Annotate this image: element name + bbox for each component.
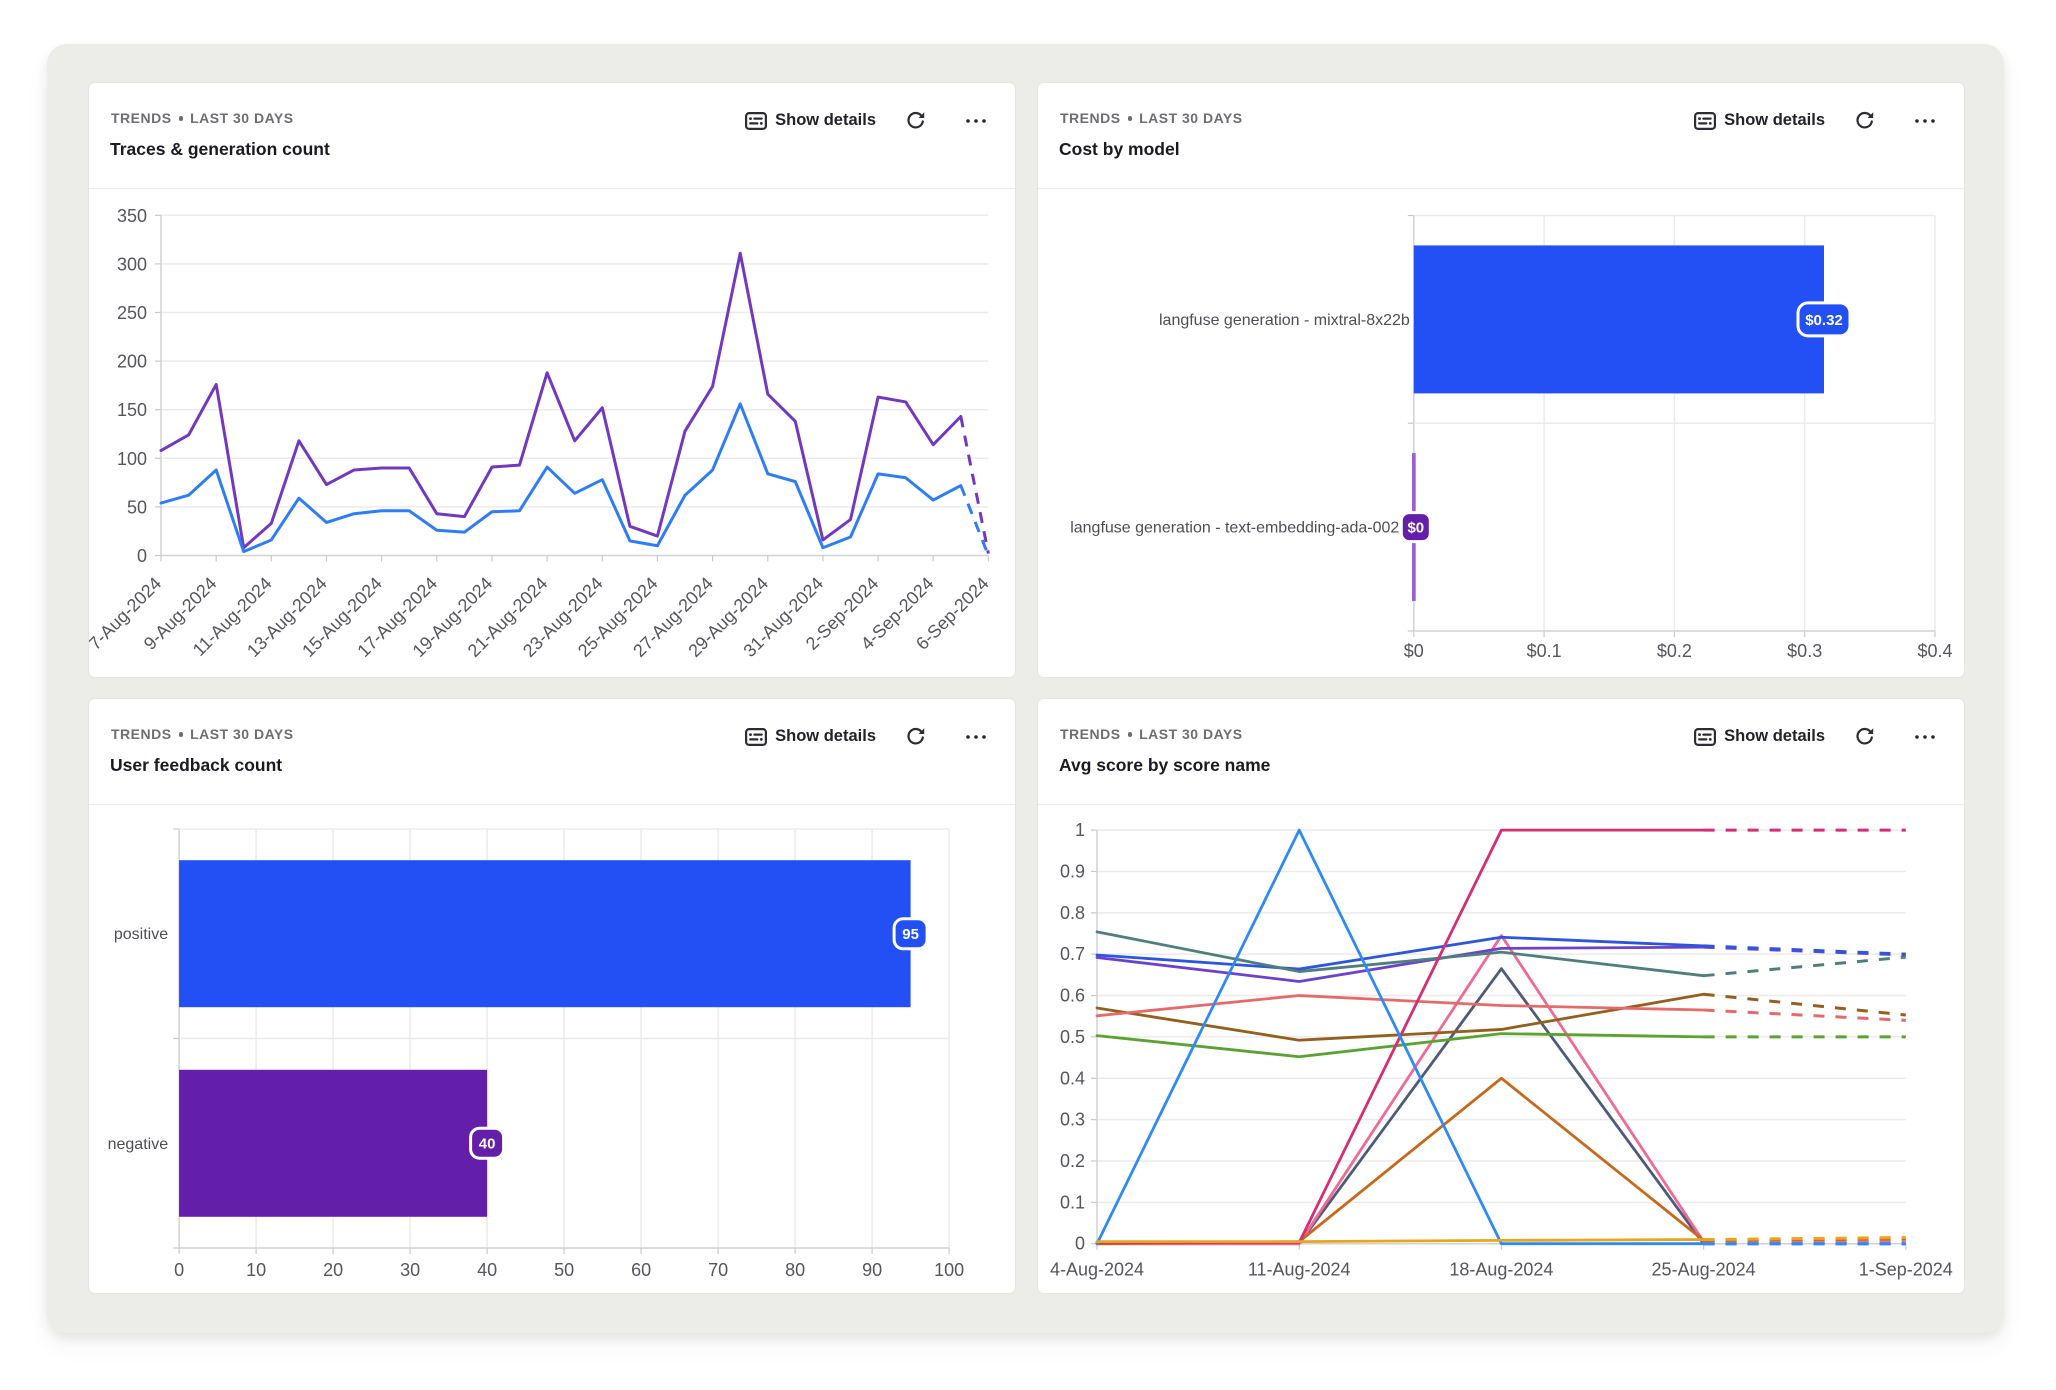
svg-text:0: 0 xyxy=(137,546,147,566)
svg-text:10: 10 xyxy=(246,1260,266,1280)
svg-text:1-Sep-2024: 1-Sep-2024 xyxy=(1859,1260,1953,1280)
svg-text:0.2: 0.2 xyxy=(1060,1151,1085,1171)
svg-text:0.5: 0.5 xyxy=(1060,1027,1085,1047)
svg-text:4-Aug-2024: 4-Aug-2024 xyxy=(1050,1260,1144,1280)
svg-text:18-Aug-2024: 18-Aug-2024 xyxy=(1449,1260,1553,1280)
svg-text:60: 60 xyxy=(631,1260,651,1280)
svg-text:$0.4: $0.4 xyxy=(1917,641,1952,661)
svg-text:50: 50 xyxy=(554,1260,574,1280)
svg-text:25-Aug-2024: 25-Aug-2024 xyxy=(1652,1260,1756,1280)
svg-text:350: 350 xyxy=(117,206,147,226)
svg-text:0.4: 0.4 xyxy=(1060,1068,1085,1088)
svg-text:0: 0 xyxy=(174,1260,184,1280)
svg-text:70: 70 xyxy=(708,1260,728,1280)
svg-text:300: 300 xyxy=(117,254,147,274)
svg-text:positive: positive xyxy=(114,926,168,943)
svg-text:langfuse generation - text-emb: langfuse generation - text-embedding-ada… xyxy=(1070,520,1399,537)
svg-text:50: 50 xyxy=(127,497,147,517)
svg-text:40: 40 xyxy=(477,1260,497,1280)
svg-text:0: 0 xyxy=(1075,1234,1085,1254)
svg-text:0.1: 0.1 xyxy=(1060,1192,1085,1212)
svg-text:langfuse generation - mixtral-: langfuse generation - mixtral-8x22b xyxy=(1159,312,1410,329)
svg-text:90: 90 xyxy=(862,1260,882,1280)
svg-text:$0.3: $0.3 xyxy=(1787,641,1822,661)
svg-text:250: 250 xyxy=(117,303,147,323)
svg-text:100: 100 xyxy=(117,449,147,469)
svg-text:0.9: 0.9 xyxy=(1060,861,1085,881)
svg-text:150: 150 xyxy=(117,400,147,420)
svg-text:100: 100 xyxy=(934,1260,964,1280)
svg-text:0.8: 0.8 xyxy=(1060,903,1085,923)
svg-text:$0.1: $0.1 xyxy=(1527,641,1562,661)
svg-text:0.7: 0.7 xyxy=(1060,944,1085,964)
svg-text:40: 40 xyxy=(479,1136,496,1153)
svg-text:11-Aug-2024: 11-Aug-2024 xyxy=(1248,1260,1351,1280)
svg-text:$0.2: $0.2 xyxy=(1657,641,1692,661)
svg-text:$0: $0 xyxy=(1407,520,1424,537)
svg-text:200: 200 xyxy=(117,352,147,372)
svg-text:30: 30 xyxy=(400,1260,420,1280)
svg-text:$0.32: $0.32 xyxy=(1805,312,1843,329)
svg-text:0.3: 0.3 xyxy=(1060,1110,1085,1130)
svg-text:80: 80 xyxy=(785,1260,805,1280)
svg-text:1: 1 xyxy=(1075,820,1085,840)
svg-text:$0: $0 xyxy=(1404,641,1424,661)
svg-text:0.6: 0.6 xyxy=(1060,986,1085,1006)
svg-text:negative: negative xyxy=(108,1136,169,1153)
svg-text:20: 20 xyxy=(323,1260,343,1280)
svg-text:95: 95 xyxy=(902,926,919,943)
